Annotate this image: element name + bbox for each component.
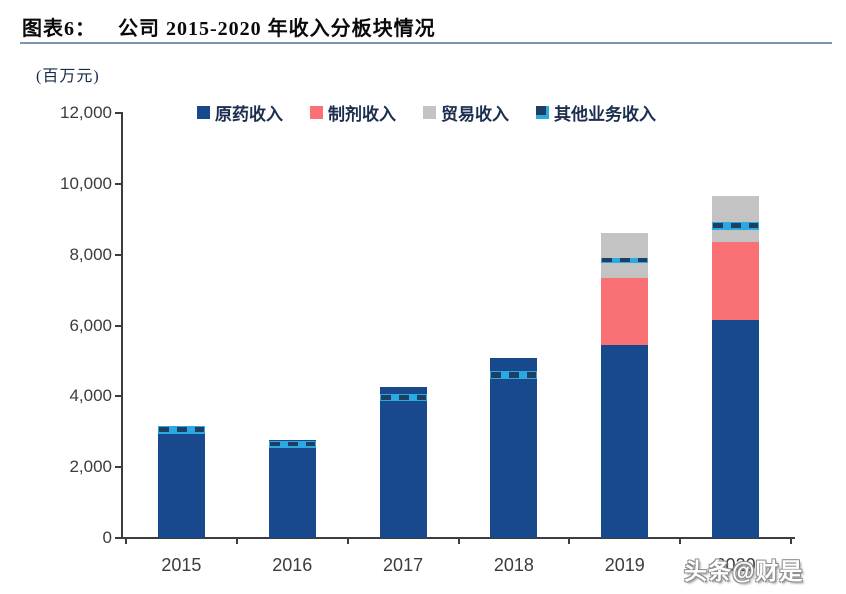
y-axis-unit-label: (百万元) [36,68,100,85]
x-axis-label-2018: 2018 [493,555,534,575]
legend-swatch-icon [197,105,210,119]
x-axis-label-2019: 2019 [604,555,645,575]
bar-2019-其他业务收入 [601,257,649,263]
figure-title-row: 图表6： 公司 2015-2020 年收入分板块情况 [22,12,832,41]
watermark: 头条@财是 [684,558,804,584]
legend-swatch-icon [536,105,549,119]
bar-2019-原药收入 [601,344,649,538]
x-tick-mark [568,537,571,544]
bar-2020-贸易收入 [712,195,760,243]
bar-2020-其他业务收入 [712,221,760,230]
y-tick-label: 0 [102,528,112,547]
title-underline [20,42,832,44]
y-tick-mark [115,395,122,398]
bar-2017-原药收入 [379,387,427,538]
bars-area [0,0,846,538]
legend-item-1: 原药收入 [197,100,283,125]
legend-item-3: 贸易收入 [423,100,509,125]
bar-2020-原药收入 [712,320,760,538]
x-tick-mark [679,537,682,544]
y-axis-line [121,112,123,539]
bar-2018-其他业务收入 [490,371,538,380]
y-tick-label: 8,000 [69,244,112,264]
bar-2018-原药收入 [490,358,538,538]
legend-item-2: 制剂收入 [310,100,396,125]
x-tick-mark [457,537,460,544]
page-title: 公司 2015-2020 年收入分板块情况 [118,18,436,40]
bar-2019-贸易收入 [601,233,649,278]
y-tick-label: 4,000 [69,386,112,406]
y-tick-mark [115,182,122,185]
chart-legend: 原药收入 制剂收入 贸易收入 其他业务收入 [197,100,656,125]
x-tick-mark [235,537,238,544]
x-tick-mark [346,537,349,544]
bar-2015-其他业务收入 [157,426,205,434]
x-axis-label-2017: 2017 [383,555,424,575]
legend-item-4: 其他业务收入 [536,100,656,125]
y-tick-mark [115,253,122,256]
legend-label: 其他业务收入 [554,104,656,124]
x-axis-label-2016: 2016 [272,555,313,575]
legend-swatch-icon [423,105,436,119]
y-tick-label: 2,000 [69,457,112,477]
y-tick-label: 10,000 [60,173,112,193]
y-tick-mark [115,112,122,114]
x-axis-label-2020: 2020 [715,555,756,575]
legend-label: 贸易收入 [441,104,509,124]
y-tick-label: 12,000 [60,103,112,122]
bar-2015-原药收入 [157,433,205,538]
legend-label: 制剂收入 [328,104,396,124]
bar-2017-其他业务收入 [379,393,427,402]
x-tick-mark [790,537,792,544]
legend-label: 原药收入 [215,104,283,124]
y-tick-mark [115,537,122,539]
x-tick-mark [125,537,127,544]
y-tick-label: 6,000 [69,315,112,335]
bar-2019-制剂收入 [601,277,649,345]
bar-2020-制剂收入 [712,242,760,321]
y-tick-mark [115,324,122,327]
bar-2016-其他业务收入 [268,441,316,448]
legend-swatch-icon [310,105,323,119]
x-axis-label-2015: 2015 [161,555,202,575]
y-tick-mark [115,466,122,469]
bar-2016-原药收入 [268,440,316,538]
figure-label: 图表6： [22,18,96,40]
